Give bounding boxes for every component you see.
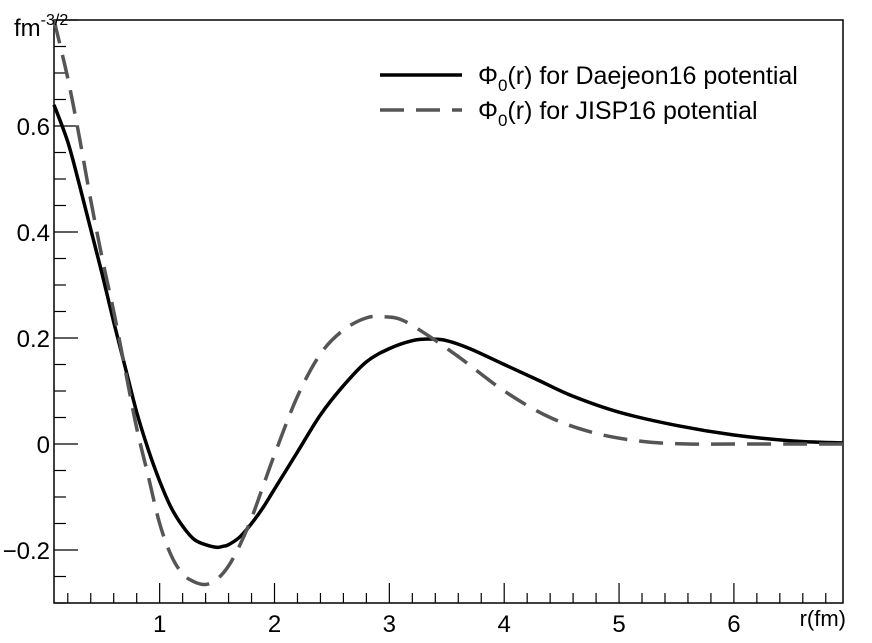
legend: Φ0(r) for Daejeon16 potential Φ0(r) for … xyxy=(380,62,798,130)
legend-daejeon16-symbol: Φ xyxy=(478,62,498,90)
tick-marks xyxy=(54,19,827,604)
series-layer xyxy=(52,19,844,587)
y-axis-title-exp: -3/2 xyxy=(41,12,69,29)
y-tick-label: 0 xyxy=(37,432,50,459)
legend-label-jisp16: Φ0(r) for JISP16 potential xyxy=(478,97,758,130)
series-line-daejeon16 xyxy=(52,104,844,550)
y-tick-label: 0.4 xyxy=(17,220,50,247)
legend-daejeon16-rest: (r) for Daejeon16 potential xyxy=(507,62,797,90)
y-tick-label: 0.2 xyxy=(17,326,50,353)
y-axis-title-base: fm xyxy=(14,15,41,42)
x-axis-title: r(fm) xyxy=(800,606,846,631)
legend-label-daejeon16: Φ0(r) for Daejeon16 potential xyxy=(478,62,798,95)
series-line-jisp16 xyxy=(52,19,843,587)
legend-jisp16-sub: 0 xyxy=(498,111,507,130)
legend-jisp16-symbol: Φ xyxy=(478,97,498,125)
x-tick-label: 2 xyxy=(268,611,281,638)
y-tick-label: −0.2 xyxy=(3,538,50,565)
x-tick-label: 5 xyxy=(612,611,625,638)
y-tick-label: 0.6 xyxy=(17,114,50,141)
tick-labels: 1 2 3 4 5 6 −0.2 0 0.2 0.4 0.6 xyxy=(3,114,741,638)
x-tick-label: 6 xyxy=(727,611,740,638)
x-tick-label: 1 xyxy=(153,611,166,638)
y-axis-title: fm-3/2 xyxy=(14,12,68,42)
legend-jisp16-rest: (r) for JISP16 potential xyxy=(507,97,757,125)
x-tick-label: 4 xyxy=(498,611,511,638)
x-tick-label: 3 xyxy=(383,611,396,638)
legend-daejeon16-sub: 0 xyxy=(498,76,507,95)
